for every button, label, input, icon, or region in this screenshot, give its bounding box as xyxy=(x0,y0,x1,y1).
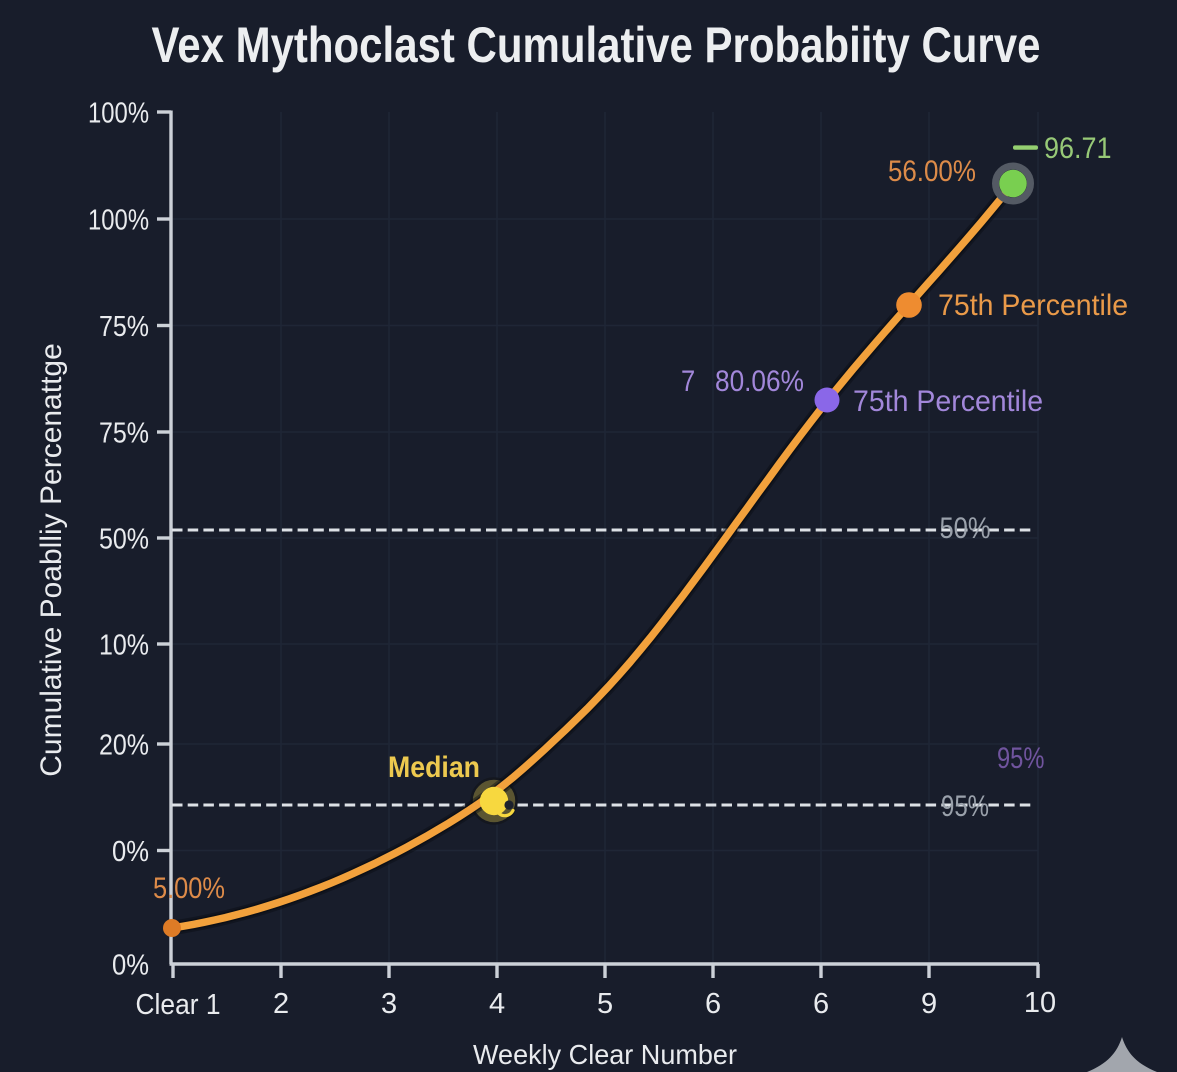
svg-text:5: 5 xyxy=(597,988,613,1020)
svg-text:10%: 10% xyxy=(99,628,149,661)
svg-text:6: 6 xyxy=(813,988,829,1020)
svg-text:2: 2 xyxy=(273,988,289,1020)
svg-text:10: 10 xyxy=(1024,987,1056,1019)
svg-text:95%: 95% xyxy=(997,741,1044,774)
svg-text:75th Percentile: 75th Percentile xyxy=(938,289,1128,322)
svg-text:Weekly Clear Number: Weekly Clear Number xyxy=(473,1039,737,1071)
svg-text:4: 4 xyxy=(489,988,505,1020)
svg-text:50%: 50% xyxy=(939,511,990,544)
svg-text:0%: 0% xyxy=(112,948,149,981)
svg-text:3: 3 xyxy=(381,988,397,1020)
svg-text:Clear 1: Clear 1 xyxy=(136,988,221,1020)
svg-text:56.00%: 56.00% xyxy=(888,154,976,187)
svg-text:75%: 75% xyxy=(99,309,149,342)
svg-text:75th Percentile: 75th Percentile xyxy=(853,385,1043,418)
svg-text:80.06%: 80.06% xyxy=(715,363,804,397)
svg-text:50%: 50% xyxy=(99,522,149,555)
svg-text:9: 9 xyxy=(921,988,937,1020)
svg-text:100%: 100% xyxy=(88,96,149,129)
svg-text:20%: 20% xyxy=(99,728,149,761)
svg-text:Vex Mythoclast Cumulative Prob: Vex Mythoclast Cumulative Probabiity Cur… xyxy=(152,17,1041,73)
svg-text:0%: 0% xyxy=(112,834,149,867)
svg-text:95%: 95% xyxy=(941,788,989,822)
svg-text:Cumulative Poablliy Percenattg: Cumulative Poablliy Percenattge xyxy=(35,343,68,777)
svg-text:96.71: 96.71 xyxy=(1044,132,1112,166)
svg-text:5.00%: 5.00% xyxy=(153,871,225,904)
svg-text:100%: 100% xyxy=(88,203,149,236)
svg-text:7: 7 xyxy=(681,364,695,397)
svg-text:75%: 75% xyxy=(99,416,149,449)
svg-text:Median: Median xyxy=(388,751,480,785)
svg-text:6: 6 xyxy=(705,988,721,1020)
